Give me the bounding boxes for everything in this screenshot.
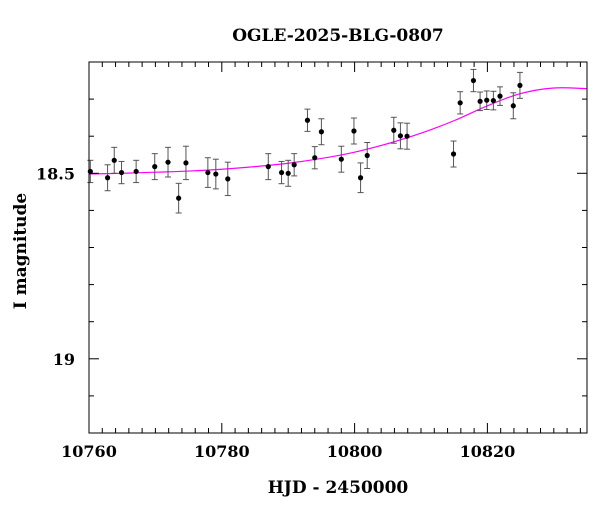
data-point <box>133 159 140 184</box>
data-marker <box>517 82 523 88</box>
data-marker <box>111 157 117 163</box>
data-point <box>311 146 318 170</box>
chart-title: OGLE-2025-BLG-0807 <box>232 26 444 46</box>
data-marker <box>404 133 410 139</box>
data-marker <box>133 168 139 175</box>
data-point <box>151 153 158 181</box>
data-marker <box>152 164 158 170</box>
data-marker <box>205 169 211 176</box>
y-tick-label: 18.5 <box>36 164 75 183</box>
data-point <box>338 145 345 173</box>
data-marker <box>457 100 463 106</box>
x-tick-label: 10820 <box>460 442 516 461</box>
data-point <box>404 122 411 150</box>
y-tick-label: 19 <box>53 350 75 369</box>
data-point <box>224 161 231 197</box>
data-marker <box>312 155 318 161</box>
data-marker <box>450 151 457 157</box>
data-marker <box>318 129 324 135</box>
y-axis-label: I magnitude <box>11 193 31 310</box>
data-point <box>450 140 457 168</box>
data-marker <box>490 97 496 104</box>
data-point <box>278 160 285 185</box>
data-point <box>318 118 325 146</box>
x-tick-label: 10780 <box>194 442 250 461</box>
data-point <box>212 158 219 190</box>
data-point <box>477 91 484 112</box>
data-marker <box>285 170 291 176</box>
data-marker <box>291 162 297 168</box>
data-point <box>516 71 523 99</box>
data-point <box>390 116 397 144</box>
data-marker <box>265 164 271 170</box>
data-point <box>265 153 272 181</box>
data-marker <box>278 169 285 176</box>
x-axis-label: HJD - 2450000 <box>268 478 409 498</box>
data-point <box>175 182 182 214</box>
data-marker <box>351 128 357 134</box>
data-marker <box>118 169 125 176</box>
data-point <box>291 153 298 177</box>
data-marker <box>357 175 364 181</box>
data-point <box>350 117 357 145</box>
data-marker <box>183 160 189 166</box>
data-points-layer <box>87 68 523 214</box>
data-marker <box>176 195 182 201</box>
data-point <box>397 122 404 150</box>
x-tick-label: 10800 <box>327 442 383 461</box>
data-marker <box>484 97 490 103</box>
data-point <box>470 68 477 93</box>
data-marker <box>213 171 219 177</box>
data-point <box>483 90 490 110</box>
model-curve <box>89 87 587 175</box>
data-point <box>204 157 211 188</box>
data-point <box>357 162 364 194</box>
axes-layer: 107601078010800108201818.519 <box>36 61 588 461</box>
data-marker <box>104 175 111 181</box>
data-point <box>165 146 172 178</box>
data-marker <box>510 103 516 109</box>
data-marker <box>165 159 171 165</box>
data-point <box>510 92 517 120</box>
model-curve-layer <box>89 87 587 175</box>
data-point <box>457 91 464 115</box>
data-marker <box>338 156 344 162</box>
x-tick-label: 10760 <box>61 442 117 461</box>
data-marker <box>364 152 370 159</box>
data-marker <box>497 93 503 99</box>
data-point <box>182 145 189 181</box>
data-marker <box>391 127 397 133</box>
data-marker <box>477 98 483 104</box>
data-point <box>285 159 292 187</box>
data-point <box>118 160 125 185</box>
data-point <box>104 164 111 192</box>
data-marker <box>397 133 404 139</box>
data-marker <box>470 77 477 84</box>
data-point <box>304 108 311 132</box>
data-point <box>111 146 118 174</box>
data-point <box>87 159 94 184</box>
plot-frame <box>88 61 588 434</box>
data-marker <box>225 176 231 182</box>
data-point <box>490 90 497 111</box>
data-point <box>497 86 504 106</box>
data-marker <box>304 117 311 123</box>
data-point <box>364 142 371 169</box>
